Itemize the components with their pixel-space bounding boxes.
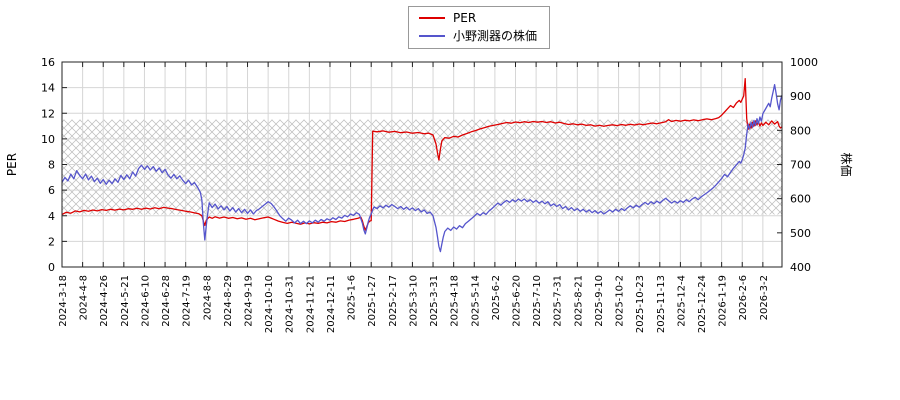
right-axis-tick: 900 [790, 90, 811, 103]
left-axis-tick: 14 [41, 82, 55, 95]
grid [61, 61, 782, 268]
x-axis-tick: 2025-12-24 [697, 275, 708, 333]
x-axis-tick: 2025-1-6 [347, 275, 358, 320]
per-band [62, 119, 782, 215]
x-axis-tick: 2025-7-10 [532, 275, 543, 327]
x-axis-tick: 2025-5-14 [470, 275, 481, 327]
right-axis-title: 株価 [839, 152, 854, 176]
x-axis-tick: 2025-6-20 [511, 275, 522, 327]
x-axis-tick: 2024-7-19 [182, 275, 193, 327]
right-axis-tick: 400 [790, 261, 811, 274]
left-axis-tick: 16 [41, 56, 55, 69]
x-axis-tick: 2025-4-18 [450, 275, 461, 327]
left-axis-tick: 4 [48, 210, 55, 223]
axis-ticks: 0 2 4 6 8 10 12 14 16 400 500 600 700 800 900 1000 2024-… [41, 56, 818, 333]
x-axis-tick: 2024-4-26 [99, 275, 110, 327]
right-axis-tick: 800 [790, 124, 811, 137]
x-axis-tick: 2024-4-8 [79, 275, 90, 320]
x-axis-tick: 2025-1-27 [367, 275, 378, 327]
x-axis-tick: 2025-6-2 [491, 275, 502, 320]
legend-label-per: PER [453, 11, 477, 25]
x-axis-tick: 2024-6-10 [140, 275, 151, 327]
x-axis-tick: 2024-8-8 [202, 275, 213, 320]
x-axis-tick: 2024-6-28 [161, 275, 172, 327]
x-axis-tick: 2024-12-11 [326, 275, 337, 333]
series-line-0 [61, 78, 783, 231]
x-axis-tick: 2026-3-2 [759, 275, 770, 320]
x-axis-tick: 2025-2-17 [388, 275, 399, 327]
x-axis-tick: 2024-3-18 [58, 275, 69, 327]
chart-legend: PER 小野測器の株価 [408, 6, 551, 49]
right-axis-tick: 500 [790, 227, 811, 240]
left-axis-tick: 8 [48, 159, 55, 172]
x-axis-tick: 2026-2-6 [738, 275, 749, 320]
legend-item-stock-price: 小野測器の株価 [419, 29, 537, 43]
x-axis-tick: 2025-11-13 [656, 275, 667, 333]
left-axis-tick: 10 [41, 133, 55, 146]
x-axis-tick: 2025-10-2 [615, 275, 626, 327]
x-axis-tick: 2024-9-19 [244, 275, 255, 327]
x-axis-tick: 2024-8-29 [223, 275, 234, 327]
x-axis-tick: 2025-9-10 [594, 275, 605, 327]
right-axis-tick: 1000 [790, 56, 818, 69]
legend-item-per: PER [419, 11, 537, 25]
legend-label-stock: 小野測器の株価 [453, 29, 538, 43]
x-axis-tick: 2026-1-19 [718, 275, 729, 327]
left-axis-title: PER [5, 153, 19, 176]
x-axis-tick: 2025-3-10 [408, 275, 419, 327]
x-axis-tick: 2025-3-31 [429, 275, 440, 327]
right-axis-tick: 600 [790, 193, 811, 206]
legend-line-stock-icon [419, 35, 445, 37]
left-axis-tick: 6 [48, 184, 55, 197]
x-axis-tick: 2024-11-21 [305, 275, 316, 333]
left-axis-tick: 0 [48, 261, 55, 274]
x-axis-tick: 2025-8-21 [573, 275, 584, 327]
left-axis-tick: 12 [41, 107, 55, 120]
x-axis-tick: 2025-7-31 [553, 275, 564, 327]
right-axis-tick: 700 [790, 159, 811, 172]
legend-line-per-icon [419, 17, 445, 19]
x-axis-tick: 2024-10-31 [285, 275, 296, 333]
x-axis-tick: 2024-10-10 [264, 275, 275, 333]
x-axis-tick: 2024-5-21 [120, 275, 131, 327]
x-axis-tick: 2025-12-4 [676, 275, 687, 327]
series-line-1 [61, 83, 783, 253]
left-axis-tick: 2 [48, 235, 55, 248]
x-axis-tick: 2025-10-23 [635, 275, 646, 333]
series-lines [61, 78, 783, 253]
